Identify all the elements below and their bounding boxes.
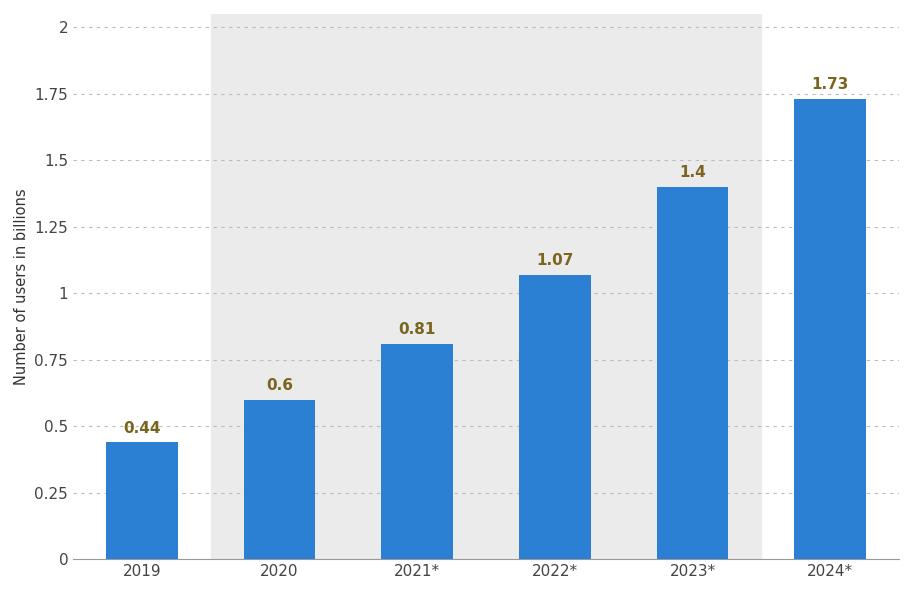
Bar — [106, 442, 178, 559]
Y-axis label: Number of users in billions: Number of users in billions — [14, 188, 29, 385]
Bar — [519, 275, 591, 559]
Text: 0.44: 0.44 — [123, 420, 161, 435]
Text: 0.81: 0.81 — [399, 322, 436, 337]
Bar — [656, 187, 729, 559]
Bar — [382, 344, 453, 559]
Bar — [211, 14, 486, 559]
Text: 1.4: 1.4 — [679, 165, 706, 180]
Bar — [244, 400, 315, 559]
Text: 1.07: 1.07 — [536, 253, 573, 268]
Text: 1.73: 1.73 — [812, 77, 849, 93]
Bar — [794, 99, 866, 559]
Bar — [486, 14, 761, 559]
Text: 0.6: 0.6 — [266, 378, 293, 393]
